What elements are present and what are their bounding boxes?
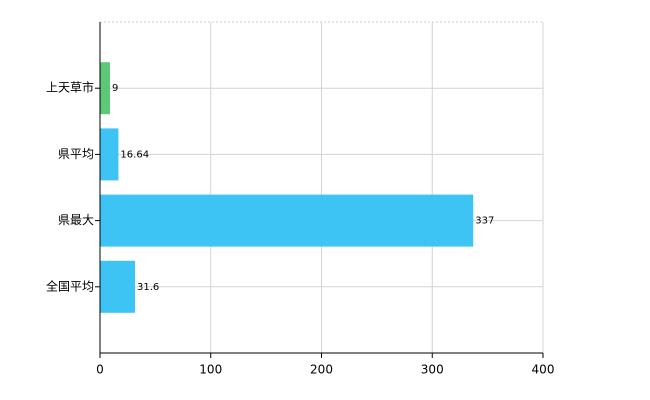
x-tick-label: 400 — [532, 363, 555, 377]
value-label: 16.64 — [120, 149, 149, 160]
y-tick-label: 県平均 — [58, 147, 94, 161]
x-tick-label: 300 — [421, 363, 444, 377]
y-tick-label: 上天草市 — [46, 80, 94, 95]
y-tick-label: 全国平均 — [46, 278, 94, 293]
value-label: 9 — [112, 83, 118, 94]
x-tick-label: 200 — [310, 363, 333, 377]
value-label: 31.6 — [137, 282, 159, 293]
bar — [100, 62, 110, 115]
x-tick-label: 0 — [96, 363, 104, 377]
bar — [100, 128, 119, 181]
value-label: 337 — [475, 216, 494, 227]
y-tick-label: 県最大 — [58, 213, 94, 227]
bar — [100, 260, 135, 313]
x-tick-label: 100 — [199, 363, 222, 377]
bar — [100, 194, 474, 247]
